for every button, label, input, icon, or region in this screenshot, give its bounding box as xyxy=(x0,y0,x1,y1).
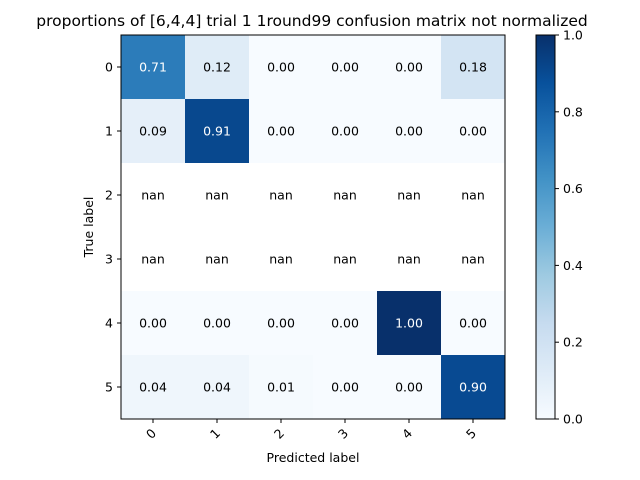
heatmap-cell xyxy=(121,355,185,419)
cell-value-label: 0.00 xyxy=(395,380,423,395)
cell-value-label: nan xyxy=(269,188,293,203)
cell-value-label: 0.00 xyxy=(267,316,295,331)
y-tick-label: 0 xyxy=(105,60,113,75)
y-tick-label: 2 xyxy=(105,188,113,203)
cell-value-label: nan xyxy=(397,252,421,267)
colorbar-tick-label: 0.8 xyxy=(563,104,583,119)
x-axis-ticks: 0 1 2 3 4 5 xyxy=(143,419,479,442)
y-axis-ticks: 0 1 2 3 4 5 xyxy=(105,60,121,395)
cell-value-label: nan xyxy=(333,252,357,267)
heatmap-cell xyxy=(377,291,441,355)
cell-value-label: 0.04 xyxy=(139,380,167,395)
heatmap-cell xyxy=(185,355,249,419)
colorbar-tick-label: 0.0 xyxy=(563,412,583,427)
cell-value-label: nan xyxy=(333,188,357,203)
cell-value-label: nan xyxy=(141,252,165,267)
heatmap-cell xyxy=(185,35,249,99)
heatmap-cells: 0.71 0.12 0.00 0.00 0.00 0.18 0.09 0.91 0.00 0.00… xyxy=(121,35,505,419)
heatmap-cell xyxy=(441,35,505,99)
heatmap-cell xyxy=(249,99,313,163)
cell-value-label: 0.91 xyxy=(203,124,231,139)
cell-value-label: 0.00 xyxy=(395,60,423,75)
heatmap-cell xyxy=(441,355,505,419)
cell-value-label: 1.00 xyxy=(395,316,423,331)
heatmap-cell xyxy=(121,35,185,99)
heatmap-cell xyxy=(441,99,505,163)
y-tick-label: 3 xyxy=(105,252,113,267)
colorbar-tick-label: 0.4 xyxy=(563,258,583,273)
cell-value-label: nan xyxy=(269,252,293,267)
colorbar-ticks: 0.0 0.2 0.4 0.6 0.8 1.0 xyxy=(555,28,583,427)
cell-value-label: 0.00 xyxy=(267,60,295,75)
y-tick-label: 1 xyxy=(105,124,113,139)
heatmap-cell xyxy=(313,291,377,355)
heatmap-cell xyxy=(185,99,249,163)
cell-value-label: 0.18 xyxy=(459,60,487,75)
y-axis-label: True label xyxy=(81,197,96,259)
heatmap-cell xyxy=(313,355,377,419)
heatmap-cell xyxy=(377,355,441,419)
x-axis-label: Predicted label xyxy=(267,450,360,465)
cell-value-label: 0.00 xyxy=(203,316,231,331)
heatmap-cell xyxy=(121,99,185,163)
cell-value-label: 0.00 xyxy=(459,124,487,139)
cell-value-label: 0.71 xyxy=(139,60,167,75)
heatmap-cell xyxy=(121,291,185,355)
colorbar xyxy=(535,34,556,420)
heatmap-cell xyxy=(313,99,377,163)
chart-title: proportions of [6,4,4] trial 1 1round99 … xyxy=(36,12,587,30)
cell-value-label: 0.00 xyxy=(331,380,359,395)
cell-value-label: 0.00 xyxy=(331,316,359,331)
heatmap-cell xyxy=(441,291,505,355)
cell-value-label: nan xyxy=(205,188,229,203)
cell-value-label: nan xyxy=(141,188,165,203)
x-tick-label: 3 xyxy=(335,426,351,442)
heatmap-cell xyxy=(249,355,313,419)
cell-value-label: 0.00 xyxy=(331,60,359,75)
cell-value-label: 0.09 xyxy=(139,124,167,139)
heatmap-cell xyxy=(185,291,249,355)
plot-frame xyxy=(120,34,506,420)
cell-value-label: 0.00 xyxy=(267,124,295,139)
cell-value-label: nan xyxy=(461,252,485,267)
x-tick-label: 0 xyxy=(143,425,159,441)
y-tick-label: 4 xyxy=(105,316,113,331)
heatmap-cell xyxy=(249,35,313,99)
cell-value-label: 0.00 xyxy=(139,316,167,331)
cell-value-label: nan xyxy=(205,252,229,267)
y-tick-label: 5 xyxy=(105,380,113,395)
heatmap-cell xyxy=(249,291,313,355)
cell-value-label: 0.12 xyxy=(203,60,231,75)
colorbar-tick-label: 0.2 xyxy=(563,335,583,350)
x-tick-label: 2 xyxy=(271,426,287,442)
cell-value-label: 0.00 xyxy=(395,124,423,139)
cell-value-label: 0.00 xyxy=(459,316,487,331)
cell-value-label: nan xyxy=(397,188,421,203)
heatmap-cell xyxy=(377,99,441,163)
x-tick-label: 1 xyxy=(207,426,223,442)
cell-value-label: nan xyxy=(461,188,485,203)
colorbar-tick-label: 1.0 xyxy=(563,28,583,43)
cell-value-label: 0.00 xyxy=(331,124,359,139)
x-tick-label: 4 xyxy=(399,425,415,441)
cell-value-label: 0.01 xyxy=(267,380,295,395)
x-tick-label: 5 xyxy=(463,426,479,442)
cell-value-label: 0.90 xyxy=(459,380,487,395)
colorbar-tick-label: 0.6 xyxy=(563,181,583,196)
cell-value-label: 0.04 xyxy=(203,380,231,395)
heatmap-cell xyxy=(377,35,441,99)
heatmap-cell xyxy=(313,35,377,99)
